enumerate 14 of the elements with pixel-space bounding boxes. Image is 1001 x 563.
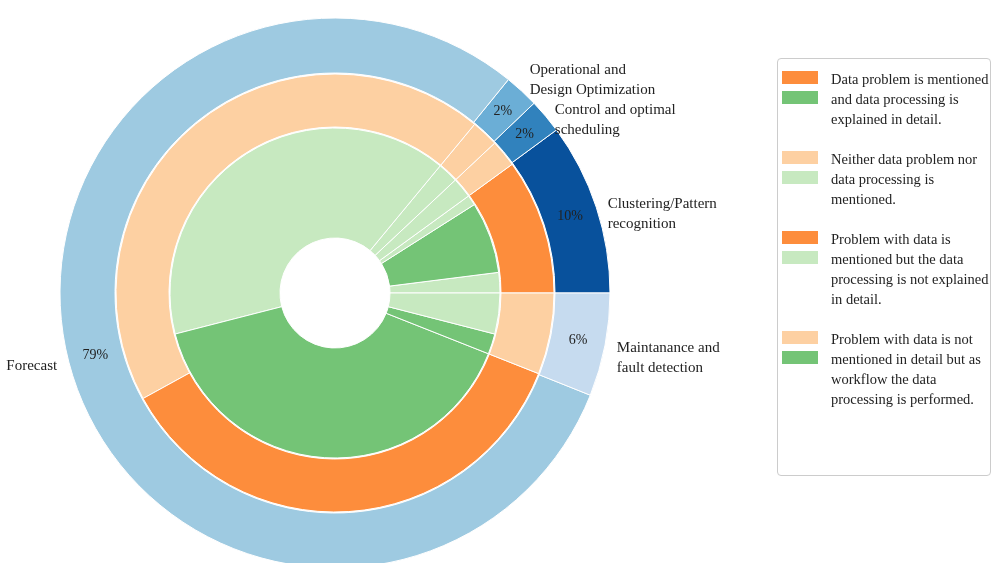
slice-label: Operational and Design Optimization [529, 60, 656, 97]
text: Data problem is mentioned and data processing is explained in detail. [831, 70, 989, 129]
text: Problem with data is not mentioned in detail but as workflow the data processing is performed. [831, 330, 982, 409]
data-label: 79% [82, 347, 109, 363]
text: Neither data problem nor data processing is mentioned. [831, 150, 979, 209]
data-label: 10% [557, 207, 584, 223]
slice-label: Maintanance and fault detection [616, 339, 721, 376]
slice-label: Clustering/Pattern recognition [607, 195, 718, 232]
data-label: 2% [515, 125, 535, 141]
data-label: 2% [493, 103, 513, 119]
text: Problem with data is mentioned but the data processing is not explained in detail. [831, 230, 989, 309]
slice-label: Control and optimal scheduling [554, 100, 676, 137]
data-label: 6% [568, 331, 588, 347]
slice-label: Forecast [6, 357, 59, 374]
